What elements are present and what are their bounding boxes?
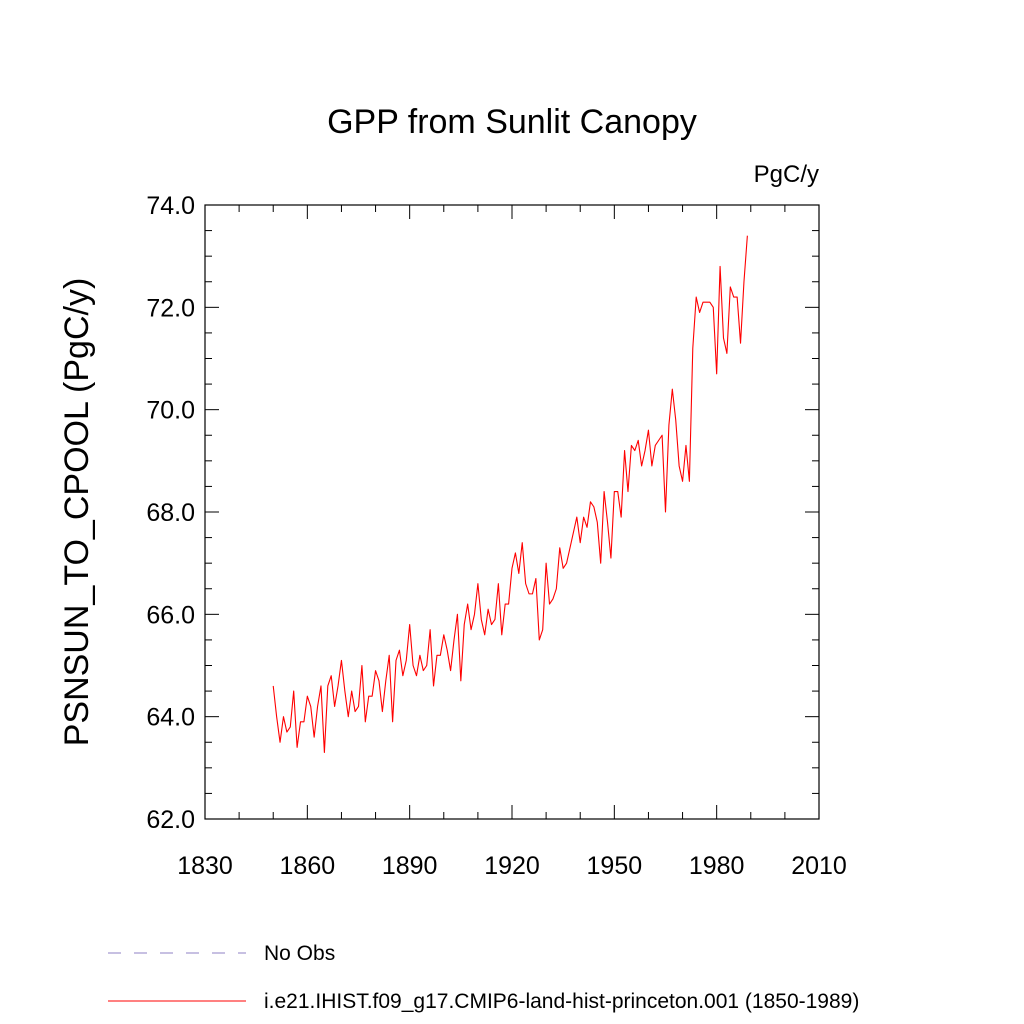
- legend: No Obs i.e21.IHIST.f09_g17.CMIP6-land-hi…: [108, 942, 859, 1013]
- x-tick-label: 2010: [791, 852, 847, 880]
- x-tick-label: 1950: [587, 852, 643, 880]
- y-tick-label: 72.0: [146, 294, 195, 322]
- x-tick-label: 1860: [280, 852, 336, 880]
- x-tick-label: 1830: [177, 852, 233, 880]
- units-label: PgC/y: [754, 161, 819, 188]
- axis-ticks: [204, 204, 820, 820]
- legend-label-no-obs: No Obs: [264, 942, 335, 965]
- plot-frame: [204, 204, 820, 820]
- x-tick-label: 1890: [382, 852, 438, 880]
- y-tick-label: 64.0: [146, 704, 195, 732]
- x-tick-label: 1980: [689, 852, 745, 880]
- series-layer: [272, 235, 748, 754]
- chart-title: GPP from Sunlit Canopy: [327, 103, 697, 141]
- y-tick-label: 70.0: [146, 397, 195, 425]
- series-line-0: [272, 235, 748, 754]
- y-tick-label: 62.0: [146, 806, 195, 834]
- y-axis-label: PSNSUN_TO_CPOOL (PgC/y): [58, 278, 96, 747]
- y-tick-labels: 62.0 64.0 66.0 68.0 70.0 72.0 74.0: [146, 192, 195, 834]
- legend-label-model: i.e21.IHIST.f09_g17.CMIP6-land-hist-prin…: [264, 990, 859, 1013]
- x-tick-label: 1920: [484, 852, 540, 880]
- y-tick-label: 74.0: [146, 192, 195, 220]
- x-tick-labels: 1830 1860 1890 1920 1950 1980 2010: [177, 852, 847, 880]
- y-tick-label: 66.0: [146, 601, 195, 629]
- y-tick-label: 68.0: [146, 499, 195, 527]
